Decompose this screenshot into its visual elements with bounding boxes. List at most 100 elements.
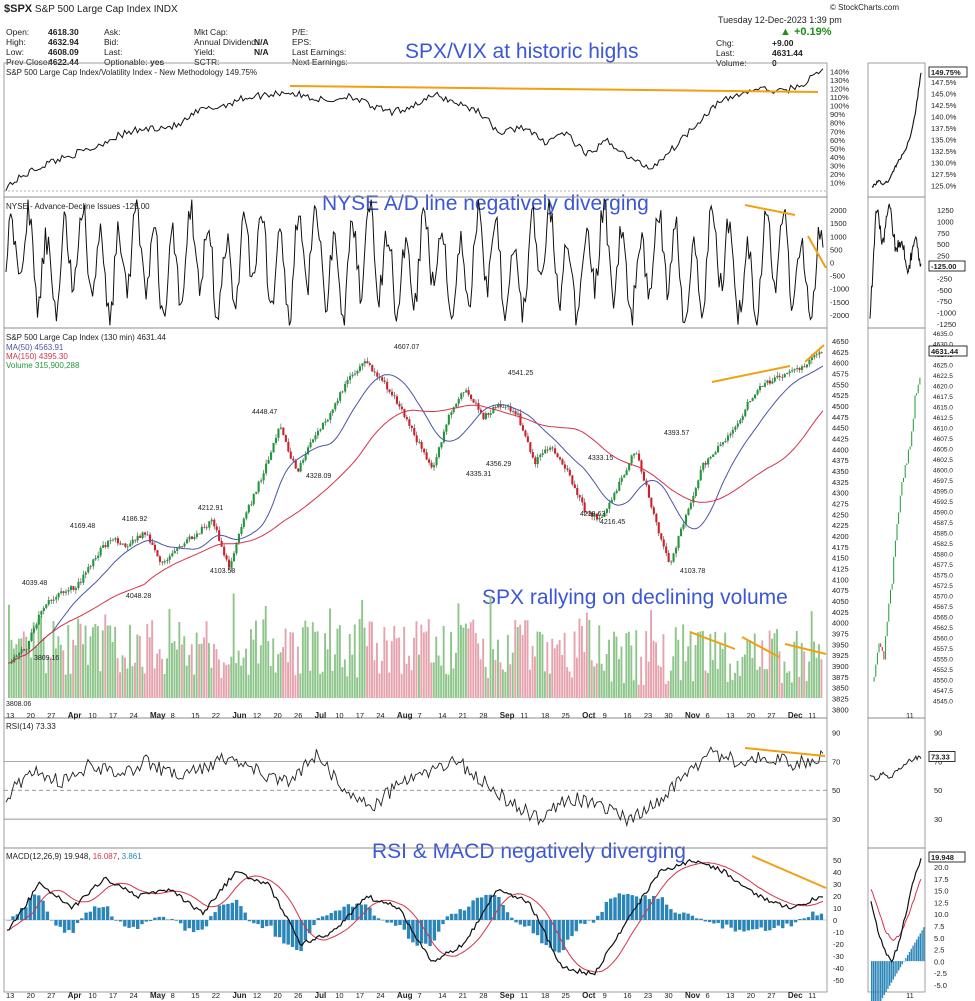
volume-bar [581,626,583,698]
volume-bar [457,603,460,698]
candle-body [437,447,440,458]
volume-bar [74,645,77,698]
macd-hist-bar [609,898,613,920]
price-label: 4186.92 [122,516,147,523]
volume-bar [724,632,727,698]
volume-bar [778,651,781,698]
volume-bar [269,666,272,698]
macd-zoom-hist [885,961,887,992]
volume-bar [620,646,623,698]
candle-body [561,459,564,465]
macd-hist-bar [570,920,574,937]
x-axis-tick-label: 25 [562,711,570,720]
x-axis-tick-label-bottom: 11 [520,991,528,1000]
volume-bar [464,623,467,698]
zoom-candle [904,465,906,478]
candle-body [403,409,406,417]
candle-body [640,460,643,472]
volume-bar [35,646,38,698]
volume-bar [124,657,126,698]
candle-body [445,424,448,432]
volume-bar [12,648,15,698]
volume-bar [193,674,196,698]
macd-hist-bar [84,912,88,920]
volume-bar [54,648,57,698]
volume-bar [630,645,633,698]
volume-bar [104,614,107,698]
rsi-y-tick: 70 [832,757,840,766]
macd-hist-bar [750,920,755,930]
candle-body [237,534,240,543]
x-axis-tick-label-bottom: 27 [47,991,55,1000]
price-y-tick: 4100 [832,575,849,584]
volume-bar [17,638,20,698]
price-label: 4541.25 [508,370,533,377]
header-field-value: N/A [254,47,269,57]
candle-body [302,460,305,463]
macd-hist-bar [746,920,750,931]
ad-right-tick: 1000 [937,217,954,226]
candle-body [558,457,561,460]
volume-bar [274,672,277,698]
macd-hist-bar [591,920,596,923]
macd-y-tick: -40 [833,964,844,973]
zoom-candle [893,556,895,584]
ad-y-tick: -1000 [830,285,849,294]
x-axis-tick-label: Oct [582,711,596,720]
macd-hist-bar [303,920,308,941]
macd-hist-bar [811,911,815,920]
ma50-line [7,365,824,664]
price-y-tick: 3875 [832,673,849,682]
candle-body [163,561,166,563]
candle-body [692,495,695,503]
ratio-panel-title: S&P 500 Large Cap Index/Volatility Index… [6,68,258,77]
volume-bar [116,658,119,698]
candle-body [309,442,312,448]
candle-body [405,417,408,420]
macd-zoom-hist [921,930,923,962]
candle-body [18,653,21,656]
macd-y-tick: -50 [833,976,844,985]
macd-hist-bar [136,920,140,929]
volume-bar [437,655,440,698]
volume-bar [623,682,625,698]
candle-body [235,542,238,554]
volume-bar [52,621,55,698]
macd-zoom-hist [892,961,894,980]
candle-body [25,649,28,651]
volume-bar [343,659,346,698]
volume-bar [59,644,62,698]
volume-bar [314,631,317,698]
macd-hist-bar [819,913,824,920]
candle-body [650,497,653,508]
volume-bar [472,619,475,698]
macd-hist-bar [243,912,247,920]
volume-bar [716,668,719,698]
volume-bar [521,634,524,698]
price-trendline-2 [804,344,825,363]
price-right-tick: 4595.0 [933,489,953,496]
macd-hist-bar [553,920,557,952]
macd-zoom-hist [914,942,916,962]
macd-hist-bar [707,920,712,923]
volume-bar [326,649,329,698]
volume-bar [168,608,171,698]
candle-body [195,533,198,537]
macd-hist-bar [578,920,583,924]
volume-bar [726,681,729,698]
macd-hist-bar [58,920,62,927]
macd-hist-bar [664,904,669,920]
x-axis-tick-label: Jun [232,711,246,720]
annotation-volume: SPX rallying on declining volume [482,586,788,609]
volume-bar [803,651,806,698]
candle-body [242,518,245,527]
candle-body [20,649,23,654]
volume-bar [240,665,243,698]
candle-body [736,423,739,427]
x-axis-tick-label-bottom: 17 [109,991,117,1000]
x-axis-tick-label-bottom: 10 [335,991,343,1000]
volume-bar [815,657,818,698]
ratio-right-tick: 132.5% [931,147,957,156]
volume-bar [390,641,393,698]
candle-body [265,463,268,474]
